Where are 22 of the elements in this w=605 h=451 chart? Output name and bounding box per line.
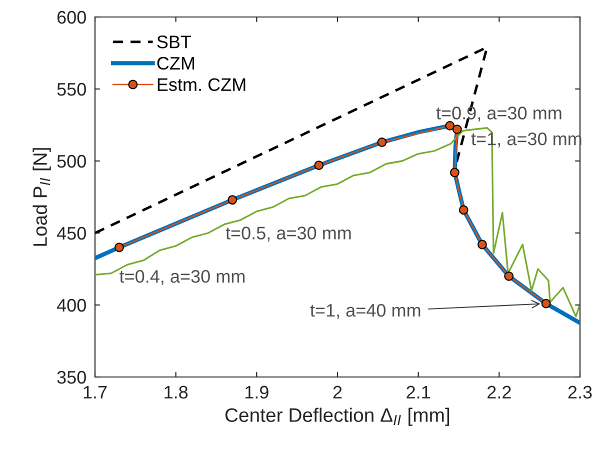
y-tick-label: 600: [57, 10, 86, 24]
y-tick-label: 450: [56, 226, 86, 240]
x-tick-label: 2.3: [568, 386, 592, 399]
annotation: t=0.9, a=30 mm: [436, 106, 562, 122]
annotation: t=1, a=40 mm: [310, 304, 420, 319]
x-axis-title: Center Deflection Δ$_{II}$ [mm]: [225, 408, 450, 426]
y-tick-label: 350: [57, 370, 86, 384]
legend-label: CZM: [157, 56, 194, 70]
y-tick-label: 400: [56, 298, 86, 312]
x-tick-label: 1.9: [245, 386, 268, 399]
x-tick-label: 2.1: [406, 386, 430, 398]
annotation: t=0.5, a=30 mm: [226, 226, 351, 242]
y-tick-label: 500: [57, 154, 86, 168]
annotation: t=0.4, a=30 mm: [120, 270, 245, 285]
legend-label: Estm. CZM: [158, 78, 246, 92]
x-tick-label: 2.2: [488, 386, 511, 398]
x-tick-label: 1.7: [84, 386, 107, 398]
x-tick-label: 2: [333, 386, 342, 398]
y-tick-label: 550: [57, 82, 86, 96]
legend-label: SBT: [157, 36, 192, 48]
y-axis-title: Load P$_{II}$ [N]: [32, 148, 51, 246]
x-tick-label: 1.8: [164, 386, 188, 399]
